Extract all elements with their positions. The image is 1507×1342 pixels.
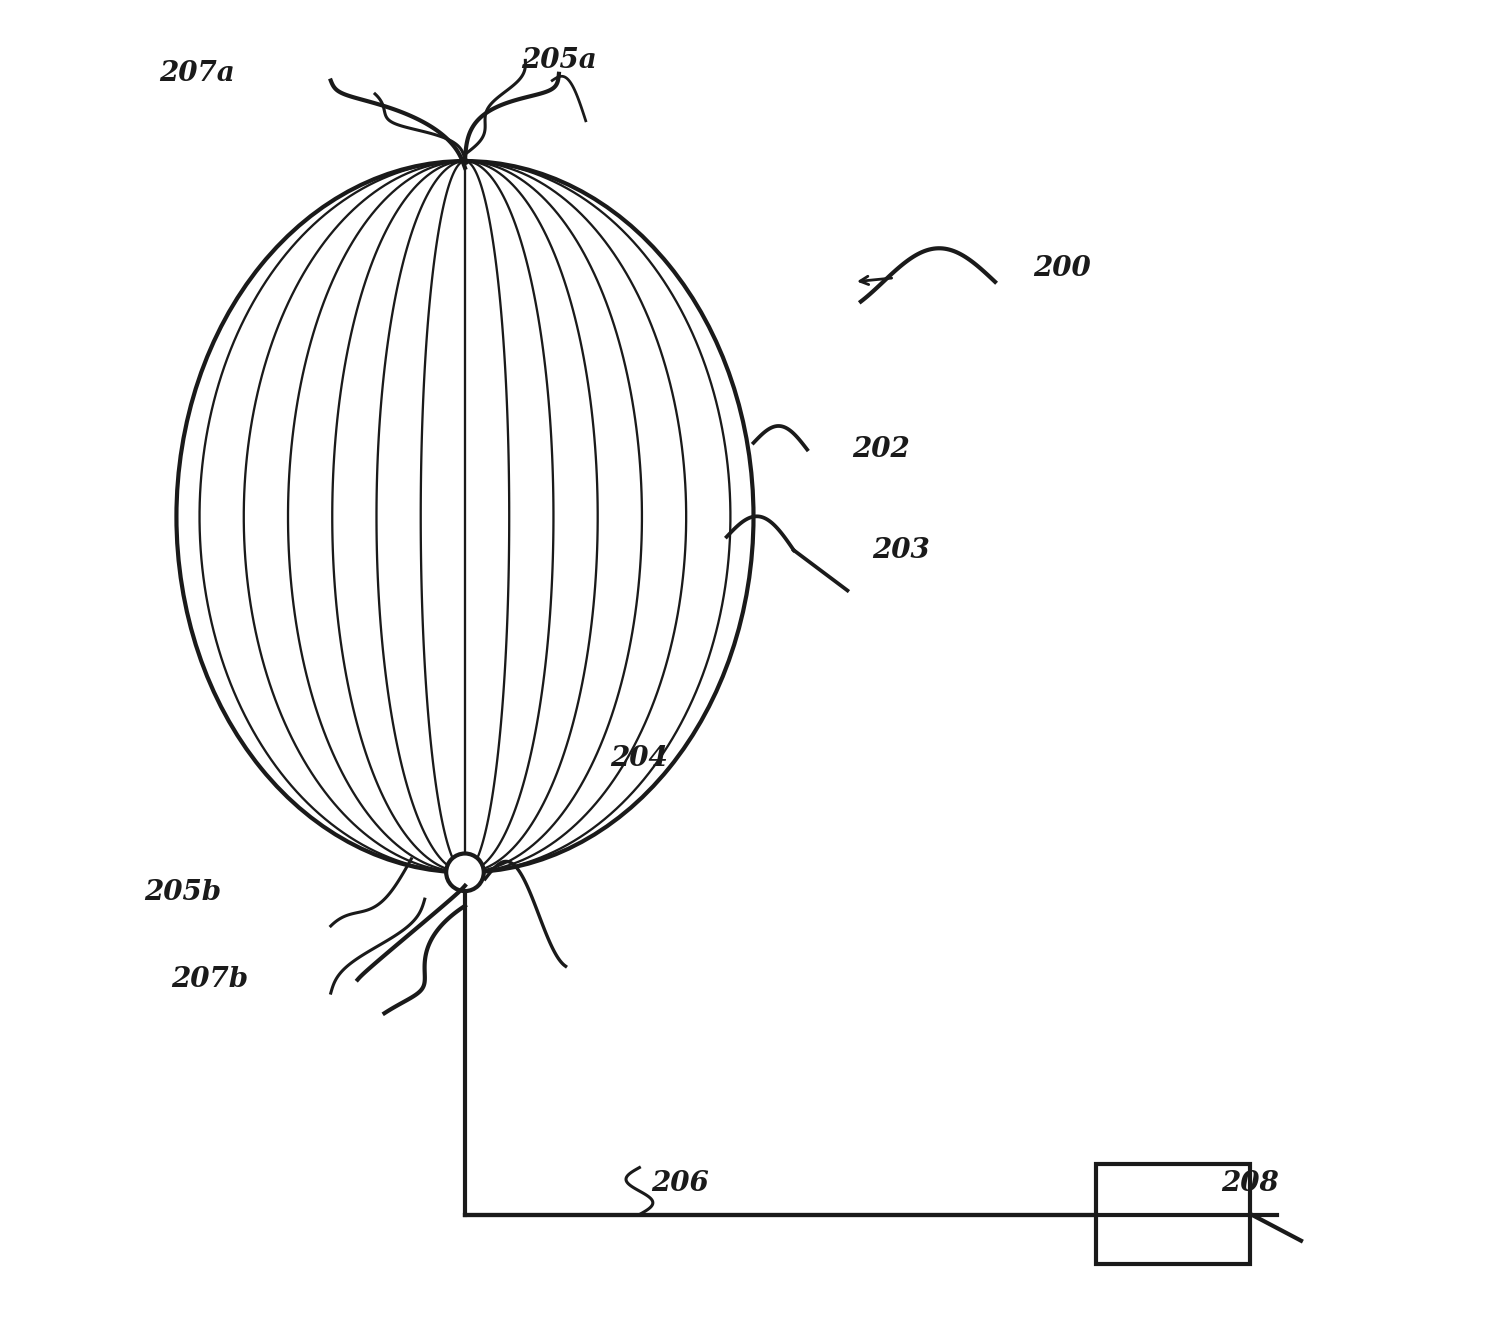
Text: 208: 208 — [1221, 1170, 1279, 1197]
Text: 207b: 207b — [172, 966, 249, 993]
Text: 202: 202 — [851, 436, 910, 463]
Text: 205a: 205a — [521, 47, 597, 74]
Text: 203: 203 — [873, 537, 930, 564]
Text: 200: 200 — [1034, 255, 1091, 282]
Circle shape — [446, 854, 484, 891]
Text: 205b: 205b — [145, 879, 222, 906]
Text: 204: 204 — [610, 745, 668, 772]
Text: 206: 206 — [651, 1170, 708, 1197]
Text: 207a: 207a — [158, 60, 235, 87]
Bar — [1096, 1164, 1249, 1264]
